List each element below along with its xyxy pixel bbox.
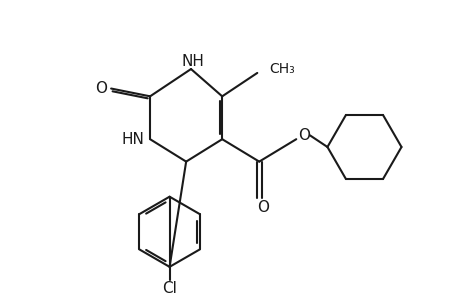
Text: Cl: Cl: [162, 281, 177, 296]
Text: NH: NH: [181, 54, 204, 69]
Text: O: O: [297, 128, 309, 143]
Text: CH₃: CH₃: [269, 62, 294, 76]
Text: O: O: [95, 81, 107, 96]
Text: HN: HN: [121, 132, 144, 147]
Text: O: O: [257, 200, 269, 215]
